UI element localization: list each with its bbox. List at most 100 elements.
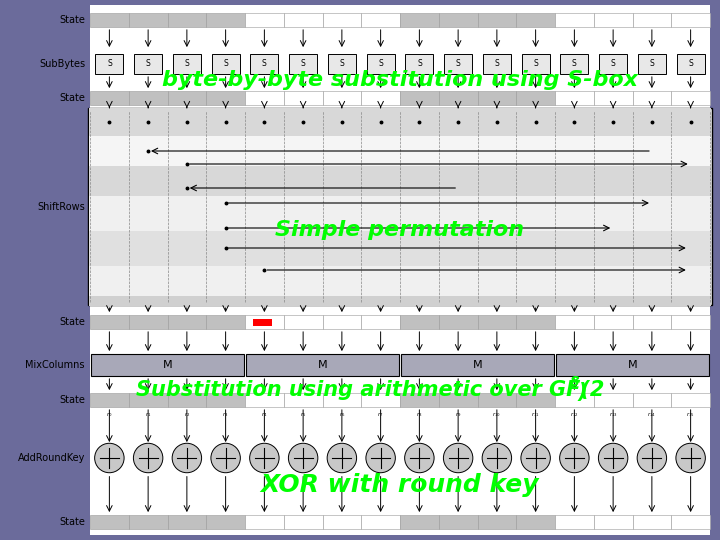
Circle shape [327,443,356,472]
Bar [599,54,627,74]
Circle shape [521,443,550,472]
Text: $r_{6}$: $r_{6}$ [338,410,345,419]
Bar [245,91,284,105]
Text: $r_{14}$: $r_{14}$ [647,410,657,419]
Bar [477,91,516,105]
Text: MixColumns: MixColumns [25,360,85,370]
Bar [96,54,123,74]
Bar [671,91,710,105]
Bar [284,393,323,407]
Bar [632,13,671,27]
Bar [245,315,284,329]
Text: Substitution using arithmetic over GF(2: Substitution using arithmetic over GF(2 [136,380,604,400]
Circle shape [444,443,473,472]
Text: $r_{1}$: $r_{1}$ [145,410,151,419]
Bar [444,54,472,74]
Text: M: M [318,360,328,370]
Bar [400,13,438,27]
Circle shape [211,443,240,472]
Bar [594,13,632,27]
Bar [88,108,712,305]
Text: S: S [456,59,461,69]
Bar [253,319,272,326]
Text: M: M [628,360,637,370]
Bar [89,108,711,136]
Bar [361,315,400,329]
Bar [555,515,594,529]
Bar [289,54,317,74]
Text: AddRoundKey: AddRoundKey [17,453,85,463]
Bar [206,515,245,529]
Bar [89,266,711,296]
Bar [361,91,400,105]
Bar [438,13,477,27]
Bar [89,166,711,196]
Bar [206,13,245,27]
Bar [206,393,245,407]
Circle shape [637,443,667,472]
Bar [328,54,356,74]
Text: $r_{5}$: $r_{5}$ [300,410,306,419]
Bar [246,354,399,376]
Text: $r_{12}$: $r_{12}$ [570,410,579,419]
Bar [168,13,206,27]
Circle shape [289,443,318,472]
Bar [555,91,594,105]
Text: M: M [163,360,172,370]
Bar [477,515,516,529]
Bar [168,91,206,105]
Circle shape [676,443,706,472]
Bar [477,393,516,407]
Text: $r_{10}$: $r_{10}$ [492,410,501,419]
Bar [90,13,129,27]
Bar [560,54,588,74]
Bar [516,13,555,27]
Bar [671,13,710,27]
Bar [401,354,554,376]
Bar [90,515,129,529]
Text: $r_{11}$: $r_{11}$ [531,410,540,419]
Bar [638,54,666,74]
Bar [129,515,168,529]
Text: S: S [184,59,189,69]
Bar [483,54,510,74]
Bar [134,54,162,74]
Text: $r_{8}$: $r_{8}$ [416,410,423,419]
Bar [677,54,705,74]
Bar [245,13,284,27]
Text: State: State [59,93,85,103]
Bar [438,315,477,329]
Text: XOR with round key: XOR with round key [261,473,539,497]
Circle shape [482,443,512,472]
Text: S: S [223,59,228,69]
Bar [594,515,632,529]
Bar [284,315,323,329]
Text: State: State [59,517,85,527]
Bar [129,13,168,27]
Bar [671,515,710,529]
Text: S: S [340,59,344,69]
Circle shape [250,443,279,472]
Text: SubBytes: SubBytes [39,59,85,69]
Text: S: S [107,59,112,69]
Bar [251,54,279,74]
Bar [168,515,206,529]
Text: $r_{9}$: $r_{9}$ [455,410,462,419]
Circle shape [94,443,124,472]
Bar [284,13,323,27]
Bar [284,515,323,529]
Bar [632,91,671,105]
Bar [89,136,711,166]
Circle shape [405,443,434,472]
Text: State: State [59,395,85,405]
Bar [361,393,400,407]
Circle shape [133,443,163,472]
Text: M: M [473,360,482,370]
Bar [516,315,555,329]
Bar [323,91,361,105]
Text: byte-by-byte substitution using S-box: byte-by-byte substitution using S-box [162,70,638,90]
Bar [516,393,555,407]
Bar [522,54,549,74]
Text: S: S [301,59,305,69]
Bar [400,91,438,105]
